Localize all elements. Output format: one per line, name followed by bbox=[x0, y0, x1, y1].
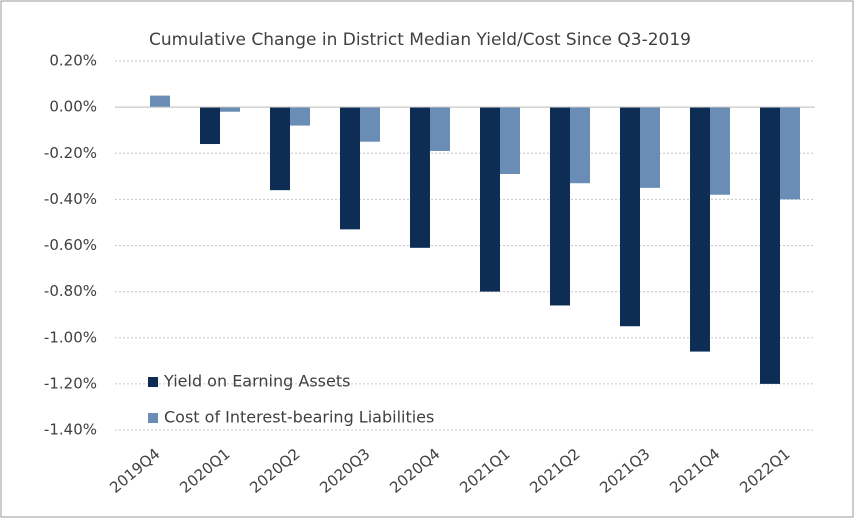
y-tick-label: -1.00% bbox=[44, 328, 97, 346]
bar bbox=[270, 107, 290, 191]
bar bbox=[290, 107, 310, 126]
legend-label: Cost of Interest-bearing Liabilities bbox=[164, 408, 434, 427]
bar bbox=[480, 107, 500, 292]
bar bbox=[430, 107, 450, 151]
y-tick-label: -0.80% bbox=[44, 282, 97, 300]
bar bbox=[410, 107, 430, 248]
bar bbox=[340, 107, 360, 230]
legend-swatch bbox=[148, 413, 158, 423]
bar bbox=[760, 107, 780, 384]
bar bbox=[710, 107, 730, 195]
bar bbox=[550, 107, 570, 306]
y-tick-label: -0.40% bbox=[44, 190, 97, 208]
y-tick-label: -1.20% bbox=[44, 374, 97, 392]
bar bbox=[780, 107, 800, 200]
bar bbox=[500, 107, 520, 175]
chart-title: Cumulative Change in District Median Yie… bbox=[149, 30, 691, 50]
bar bbox=[640, 107, 660, 188]
y-tick-label: -0.60% bbox=[44, 236, 97, 254]
y-tick-label: 0.00% bbox=[49, 98, 97, 116]
y-tick-label: -1.40% bbox=[44, 421, 97, 439]
y-tick-label: -0.20% bbox=[44, 144, 97, 162]
bar bbox=[620, 107, 640, 327]
legend-swatch bbox=[148, 377, 158, 387]
bar bbox=[150, 95, 170, 108]
legend-label: Yield on Earning Assets bbox=[163, 372, 350, 391]
bar bbox=[220, 107, 240, 112]
bar bbox=[360, 107, 380, 142]
bar bbox=[690, 107, 710, 352]
y-tick-label: 0.20% bbox=[49, 52, 97, 70]
bar bbox=[200, 107, 220, 145]
bar bbox=[570, 107, 590, 184]
